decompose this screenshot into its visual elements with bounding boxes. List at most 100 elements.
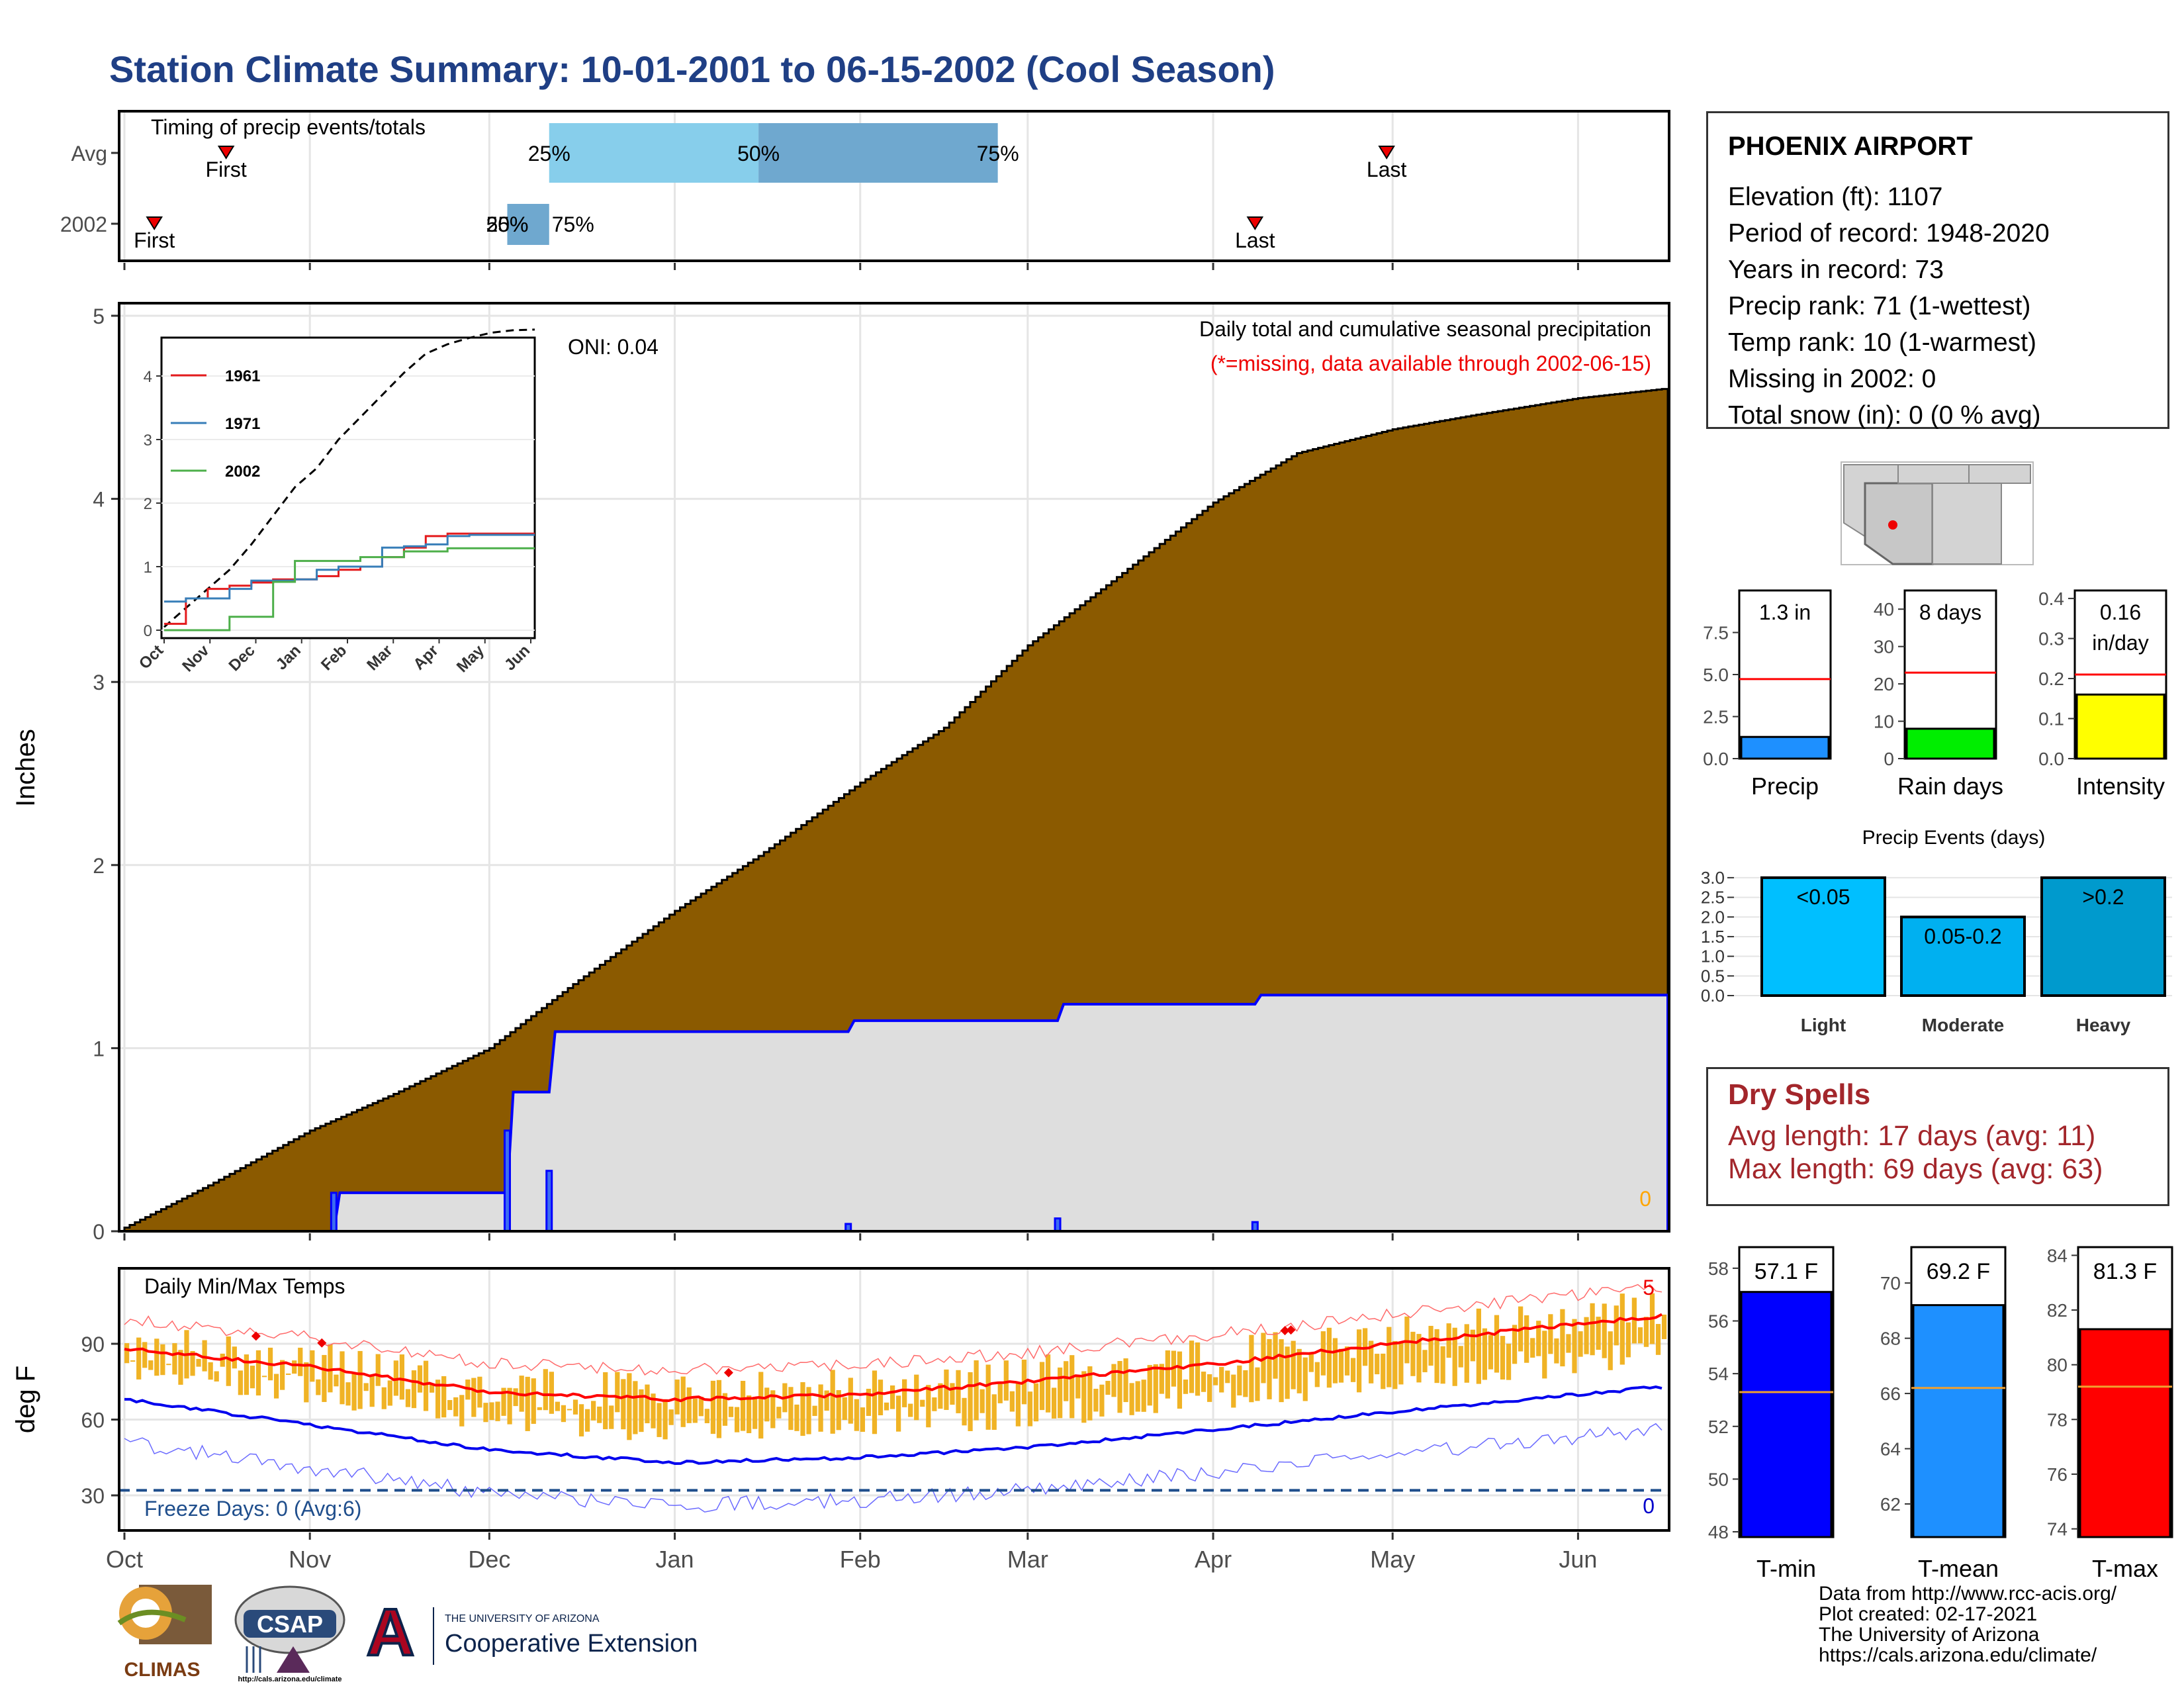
means-0-y-tick-label: 54 [1708,1364,1729,1384]
temp-daily-bar [1183,1380,1189,1394]
events-x-tick-label: Light [1801,1015,1846,1035]
precip-y-tick-label: 5 [93,305,105,328]
temp-daily-bar [423,1360,429,1411]
temp-daily-bar [1093,1388,1099,1412]
temp-daily-bar [1320,1331,1326,1376]
means-2-y-tick-label: 74 [2047,1519,2068,1540]
temp-daily-bar [1153,1364,1158,1413]
timing-q50-q75-bar [758,123,998,183]
temp-daily-bar [974,1360,979,1421]
precip-daily-bar [503,1129,511,1233]
temp-record-marker [1280,1326,1290,1336]
temp-y-axis-label: deg F [11,1366,40,1433]
temp-daily-bar [1052,1387,1057,1419]
timing-last-marker [1378,146,1395,160]
totals-2-y-tick-label: 0.0 [2038,749,2064,769]
means-2-y-tick-label: 76 [2047,1464,2068,1485]
temp-daily-bar [273,1374,279,1399]
temp-daily-bar [220,1353,225,1367]
temp-daily-bar [1608,1331,1613,1370]
temp-daily-bar [1410,1331,1416,1376]
page-title: Station Climate Summary: 10-01-2001 to 0… [109,48,1275,90]
means-1-y-tick-label: 64 [1880,1439,1901,1460]
temp-daily-bar [1314,1362,1320,1387]
temp-avg-min-line [124,1385,1662,1466]
temp-daily-bar [154,1338,159,1376]
freeze-count-label: 0 [1643,1494,1655,1518]
temp-daily-bar [244,1354,250,1395]
temp-daily-bar [854,1399,859,1431]
temp-daily-bar [1297,1348,1302,1393]
temp-daily-bar [1625,1322,1631,1358]
temp-daily-bar [435,1380,441,1419]
totals-0-y-tick-label: 2.5 [1703,707,1729,727]
temp-daily-bar [447,1399,453,1411]
station-row-temp-rank: Temp rank: 10 (1-warmest) [1728,328,2036,357]
temp-daily-bar [1243,1370,1248,1397]
ua-logo-bottom: Cooperative Extension [445,1630,698,1658]
temp-daily-bar [621,1379,626,1430]
temp-daily-bar [214,1371,219,1382]
temp-daily-bar [926,1385,931,1428]
timing-q75-label: 75% [552,212,594,236]
inset-series-line [164,547,535,632]
temp-daily-bar [1058,1367,1063,1419]
temp-daily-bar [1255,1367,1260,1401]
temp-daily-bar [1578,1331,1583,1357]
temp-daily-bar [345,1382,351,1406]
temp-y-tick-label: 30 [81,1484,105,1508]
means-2-y-tick-label: 84 [2047,1245,2068,1266]
temp-daily-bar [1225,1370,1230,1383]
temp-daily-bar [806,1387,811,1434]
temp-daily-bar [752,1397,758,1429]
temp-daily-bar [889,1385,895,1409]
temp-daily-bar [1494,1315,1500,1373]
temp-daily-bar [166,1364,171,1366]
temp-daily-bar [645,1384,650,1424]
temp-daily-bar [1428,1325,1433,1366]
temp-daily-bar [728,1406,734,1417]
means-1-y-tick-label: 62 [1880,1494,1901,1515]
temp-daily-bar [1159,1364,1164,1394]
temp-daily-bar [657,1403,662,1437]
temp-daily-bar [1177,1351,1183,1409]
means-2-bar [2079,1328,2171,1538]
means-value-label: 69.2 F [1927,1259,1990,1284]
totals-axis-label: Rain days [1897,773,2003,800]
totals-1-y-tick-label: 30 [1874,637,1894,657]
temp-daily-bar [567,1409,572,1411]
temp-daily-bar [938,1383,943,1409]
temp-x-tick-label: Feb [840,1546,881,1573]
means-0-y-tick-label: 56 [1708,1311,1729,1331]
totals-axis-label: Intensity [2076,773,2165,800]
temp-record-min-line [124,1423,1662,1513]
temp-daily-bar [1350,1358,1356,1382]
temp-daily-bar [501,1387,506,1416]
temp-daily-bar [561,1405,567,1423]
temp-chart-title: Daily Min/Max Temps [144,1274,345,1298]
temp-x-tick-label: Dec [468,1546,510,1573]
temp-daily-bar [704,1409,709,1423]
temp-daily-bar [968,1372,973,1431]
means-axis-label: T-max [2092,1555,2158,1582]
temp-daily-bar [405,1389,411,1407]
inset-legend-label: 1961 [225,367,260,385]
precip-daily-bar [545,1170,553,1233]
temp-daily-bar [453,1397,459,1417]
temp-daily-bar [1141,1380,1146,1412]
timing-first-marker [146,216,163,230]
temp-daily-bar [985,1364,991,1430]
temp-daily-bar [160,1344,165,1376]
temp-daily-bar [1003,1360,1009,1401]
temp-daily-bar [238,1370,243,1395]
temp-daily-bar [1381,1353,1386,1389]
temp-daily-bar [716,1380,722,1438]
temp-daily-bar [1117,1361,1122,1413]
temp-record-max-line [124,1284,1662,1376]
temp-record-marker [723,1368,733,1378]
temp-daily-bar [525,1376,530,1431]
temp-daily-bar [884,1402,889,1411]
inset-avg-line [163,328,535,628]
freeze-days-label: Freeze Days: 0 (Avg:6) [144,1497,361,1521]
